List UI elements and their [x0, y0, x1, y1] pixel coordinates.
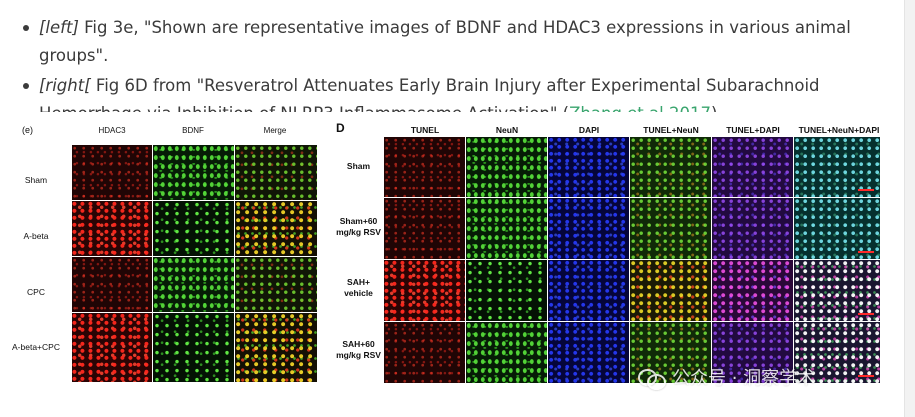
micrograph-tunel-dapi-sham-rsv: [712, 198, 793, 259]
row-label-sham: Sham: [331, 161, 386, 172]
column-header-tunel: TUNEL: [410, 125, 440, 135]
micrograph-merge-abeta: [235, 201, 317, 256]
row-label-line2: mg/kg RSV: [336, 350, 381, 360]
page-scrollbar[interactable]: [904, 0, 915, 417]
scale-bar: [858, 375, 874, 377]
bullet-label-left: [left]: [39, 18, 79, 37]
micrograph-merge-cpc: [235, 257, 317, 312]
watermark: 公众号 · 洞察学术: [638, 364, 815, 390]
micrograph-neun-sham-rsv: [466, 198, 547, 259]
row-label-sah-rsv: SAH+60 mg/kg RSV: [331, 339, 386, 361]
micrograph-hdac3-cpc: [72, 257, 152, 312]
row-label-cpc: CPC: [27, 287, 45, 297]
bullet-list: [left] Fig 3e, "Shown are representative…: [20, 14, 900, 128]
micrograph-dapi-sah-rsv: [548, 322, 629, 383]
micrograph-tunel-neun-sah-vehicle: [630, 260, 711, 321]
row-label-line2: mg/kg RSV: [336, 227, 381, 237]
column-header-tunel-dapi: TUNEL+DAPI: [726, 125, 780, 135]
bullet-label-right: [right[: [39, 76, 91, 95]
micrograph-tunel-dapi-sham: [712, 137, 793, 197]
micrograph-neun-sham: [466, 137, 547, 197]
row-label-sham-rsv: Sham+60 mg/kg RSV: [331, 216, 386, 238]
column-header-hdac3: HDAC3: [98, 126, 126, 135]
micrograph-tunel-neun-dapi-sham-rsv: [794, 198, 880, 259]
micrograph-bdnf-cpc: [153, 257, 234, 312]
micrograph-tunel-sah-rsv: [384, 322, 465, 383]
figure-left: (e) HDAC3 BDNF Merge Sham A-beta CPC A-b…: [0, 112, 331, 388]
row-label-line1: SAH+60: [342, 339, 375, 349]
scale-bar: [858, 251, 874, 253]
micrograph-merge-sham: [235, 145, 317, 200]
bullet-text-left: Fig 3e, "Shown are representative images…: [39, 18, 851, 65]
column-header-tunel-neun: TUNEL+NeuN: [643, 125, 699, 135]
row-label-line1: Sham+60: [339, 216, 378, 226]
micrograph-tunel-sham-rsv: [384, 198, 465, 259]
row-label-abeta: A-beta: [23, 231, 49, 241]
column-header-bdnf: BDNF: [182, 126, 204, 135]
micrograph-hdac3-abeta-cpc: [72, 313, 152, 382]
micrograph-tunel-neun-dapi-sah-rsv: [794, 322, 880, 383]
micrograph-tunel-sham: [384, 137, 465, 197]
scale-bar: [858, 313, 874, 315]
micrograph-tunel-neun-dapi-sham: [794, 137, 880, 197]
scale-bar: [858, 189, 874, 191]
micrograph-neun-sah-rsv: [466, 322, 547, 383]
micrograph-dapi-sah-vehicle: [548, 260, 629, 321]
column-header-dapi: DAPI: [578, 125, 600, 135]
micrograph-dapi-sham-rsv: [548, 198, 629, 259]
row-label-abeta-cpc: A-beta+CPC: [12, 342, 60, 352]
micrograph-tunel-neun-sham-rsv: [630, 198, 711, 259]
micrograph-neun-sah-vehicle: [466, 260, 547, 321]
panel-label-e: (e): [22, 125, 33, 135]
micrograph-hdac3-abeta: [72, 201, 152, 256]
column-header-tunel-neun-dapi: TUNEL+NeuN+DAPI: [798, 125, 880, 135]
micrograph-bdnf-abeta: [153, 201, 234, 256]
row-label-sham: Sham: [24, 175, 48, 185]
row-label-line1: SAH+: [347, 277, 370, 287]
micrograph-bdnf-abeta-cpc: [153, 313, 234, 382]
micrograph-bdnf-sham: [153, 145, 234, 200]
micrograph-dapi-sham: [548, 137, 629, 197]
panel-label-d: D: [336, 121, 345, 135]
bullet-item-left: [left] Fig 3e, "Shown are representative…: [20, 14, 900, 70]
micrograph-merge-abeta-cpc: [235, 313, 317, 382]
micrograph-tunel-dapi-sah-vehicle: [712, 260, 793, 321]
micrograph-tunel-sah-vehicle: [384, 260, 465, 321]
column-header-merge: Merge: [263, 126, 287, 135]
row-label-line2: vehicle: [344, 288, 373, 298]
figure-right: D TUNEL NeuN DAPI TUNEL+NeuN TUNEL+DAPI …: [331, 112, 884, 388]
row-label-line1: Sham: [346, 161, 371, 171]
watermark-text: 公众号 · 洞察学术: [672, 368, 816, 389]
row-label-sah-vehicle: SAH+ vehicle: [331, 277, 386, 299]
micrograph-tunel-neun-dapi-sah-vehicle: [794, 260, 880, 321]
micrograph-tunel-dapi-sah-rsv: [712, 322, 793, 383]
micrograph-tunel-neun-sham: [630, 137, 711, 197]
wechat-icon: [638, 367, 666, 390]
column-header-neun: NeuN: [495, 125, 519, 135]
micrograph-hdac3-sham: [72, 145, 152, 200]
